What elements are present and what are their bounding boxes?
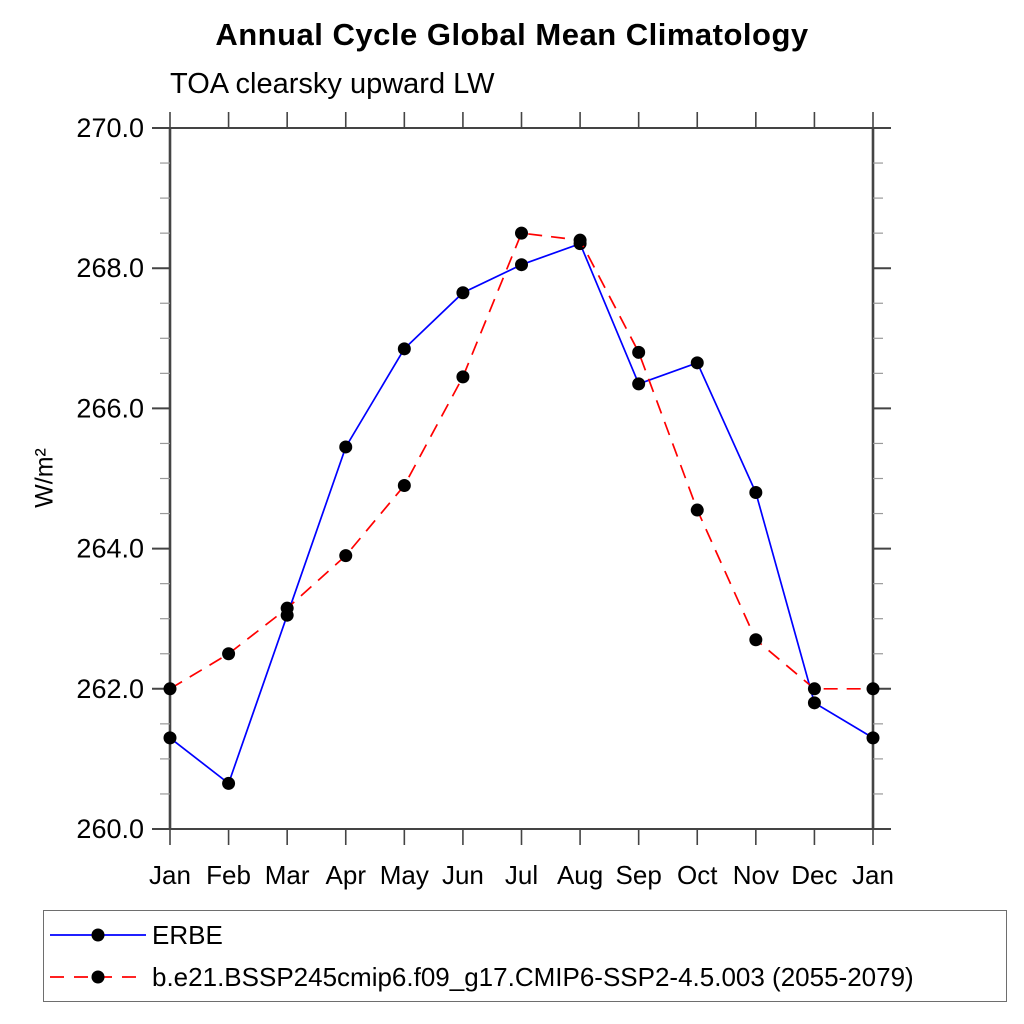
data-point-marker [280, 601, 294, 615]
data-point-marker [456, 286, 470, 300]
chart-subtitle: TOA clearsky upward LW [170, 68, 495, 100]
data-point-marker [866, 731, 880, 745]
y-axis-tick-label: 266.0 [76, 393, 144, 423]
data-point-marker [163, 682, 177, 696]
data-point-marker [573, 233, 587, 247]
data-point-marker [749, 486, 763, 500]
data-point-marker [515, 258, 528, 272]
data-point-marker [749, 633, 763, 647]
legend-sample-marker [91, 928, 105, 942]
y-axis-tick-label: 268.0 [76, 253, 144, 283]
x-axis-month-label: Jan [149, 860, 191, 890]
data-point-marker [222, 647, 236, 661]
data-point-marker [690, 503, 704, 517]
legend-label-erbe: ERBE [152, 919, 223, 950]
x-axis-month-label: Nov [733, 860, 779, 890]
chart-title: Annual Cycle Global Mean Climatology [215, 17, 809, 52]
data-point-marker [222, 776, 236, 790]
x-axis-month-label: Dec [791, 860, 837, 890]
y-axis-tick-label: 262.0 [76, 674, 144, 704]
y-axis-tick-label: 260.0 [76, 814, 144, 844]
data-point-marker [163, 731, 177, 745]
data-point-marker [807, 682, 821, 696]
data-point-marker [339, 549, 353, 563]
x-axis-month-label: Apr [326, 860, 367, 890]
y-axis-tick-label: 270.0 [76, 113, 144, 143]
legend-line-sample-model [50, 970, 146, 984]
legend-label-model: b.e21.BSSP245cmip6.f09_g17.CMIP6-SSP2-4.… [152, 961, 914, 992]
x-axis-month-label: Mar [265, 860, 310, 890]
data-point-marker [397, 342, 411, 356]
x-axis-month-label: May [380, 860, 429, 890]
x-axis-month-label: Jul [505, 860, 538, 890]
x-axis-month-label: Oct [677, 860, 718, 890]
data-point-marker [866, 682, 880, 696]
x-axis-month-label: Feb [206, 860, 251, 890]
legend-item-erbe: ERBE [48, 918, 1006, 952]
x-axis-month-label: Jan [852, 860, 894, 890]
legend-sample-marker [91, 970, 105, 984]
legend-box: ERBE b.e21.BSSP245cmip6.f09_g17.CMIP6-SS… [43, 910, 1007, 1002]
data-point-marker [339, 440, 353, 454]
legend-line-sample-erbe [50, 928, 146, 942]
data-point-marker [515, 226, 528, 240]
y-axis-tick-label: 264.0 [76, 534, 144, 564]
data-point-marker [690, 356, 704, 370]
data-point-marker [632, 377, 646, 391]
x-axis-month-label: Jun [442, 860, 484, 890]
series-line-model [169, 232, 873, 690]
data-point-marker [397, 479, 411, 493]
x-axis-month-label: Aug [557, 860, 603, 890]
data-point-marker [456, 370, 470, 384]
x-axis-month-label: Sep [616, 860, 662, 890]
legend-item-model: b.e21.BSSP245cmip6.f09_g17.CMIP6-SSP2-4.… [48, 960, 1006, 994]
data-point-marker [632, 345, 646, 359]
data-point-marker [807, 696, 821, 710]
series-line-erbe [169, 242, 874, 785]
